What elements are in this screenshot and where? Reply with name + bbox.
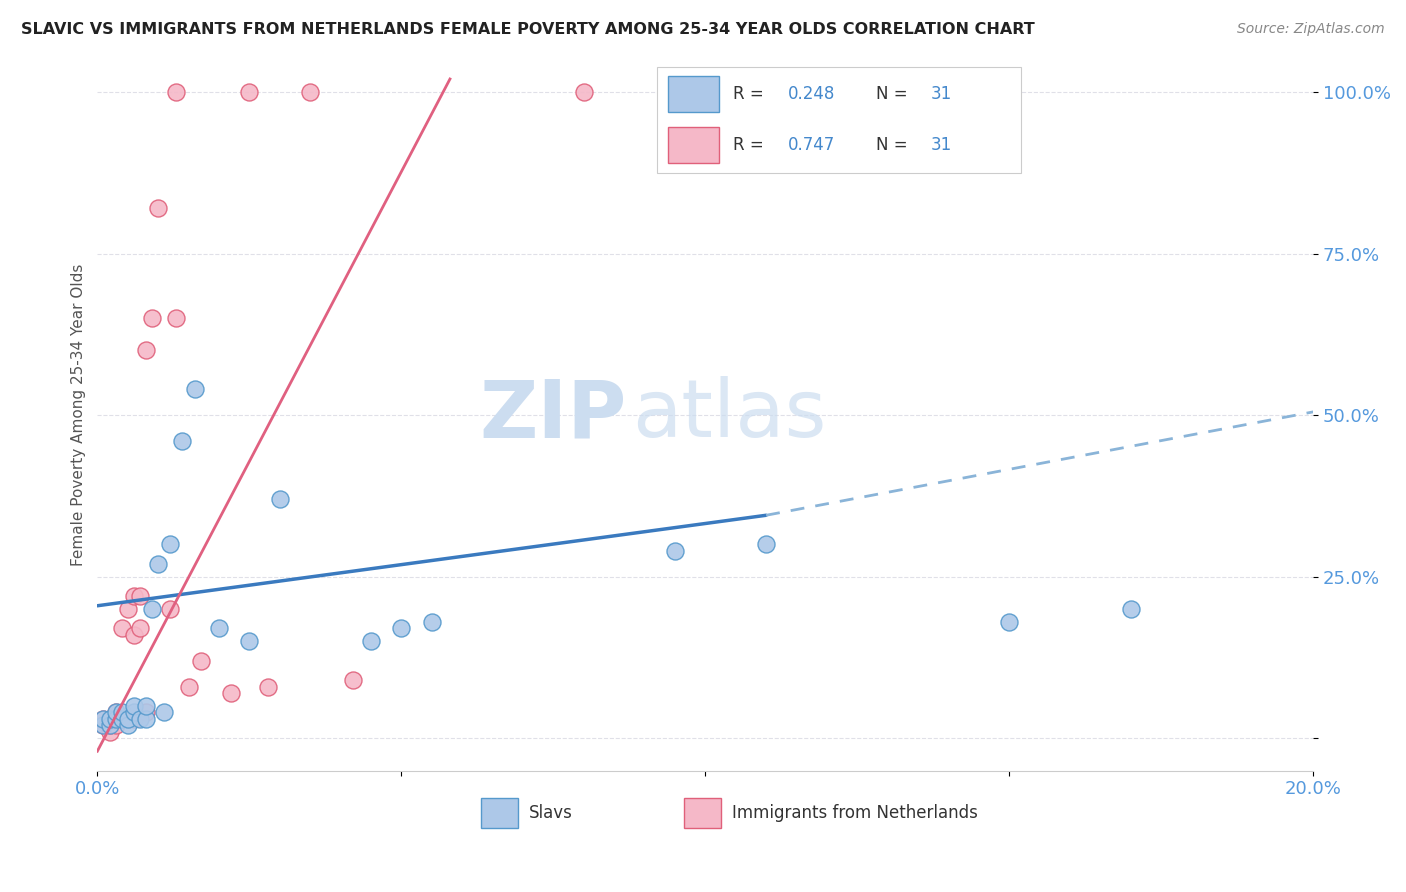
Point xyxy=(122,698,145,713)
Point xyxy=(238,634,260,648)
Point xyxy=(129,589,152,603)
Point xyxy=(141,311,163,326)
Point xyxy=(104,706,127,720)
Point xyxy=(256,680,278,694)
Point xyxy=(998,615,1021,629)
Point xyxy=(360,634,382,648)
Point xyxy=(98,712,121,726)
Point xyxy=(135,698,157,713)
Point xyxy=(104,718,127,732)
Point xyxy=(122,712,145,726)
Point xyxy=(111,621,134,635)
Point xyxy=(111,712,134,726)
Point xyxy=(342,673,364,687)
Point xyxy=(98,724,121,739)
Point xyxy=(98,718,121,732)
Point xyxy=(177,680,200,694)
Text: Source: ZipAtlas.com: Source: ZipAtlas.com xyxy=(1237,22,1385,37)
Point xyxy=(111,712,134,726)
Point xyxy=(172,434,194,448)
Point xyxy=(165,85,187,99)
Point xyxy=(104,712,127,726)
Point xyxy=(153,706,176,720)
Point xyxy=(420,615,443,629)
Point xyxy=(93,718,115,732)
Point xyxy=(129,712,152,726)
Point xyxy=(146,557,169,571)
Point xyxy=(117,712,139,726)
Point xyxy=(165,311,187,326)
Point xyxy=(389,621,412,635)
Point xyxy=(755,537,778,551)
Point xyxy=(135,712,157,726)
Point xyxy=(1119,602,1142,616)
Point xyxy=(104,712,127,726)
Point xyxy=(117,718,139,732)
Point xyxy=(664,544,686,558)
Point xyxy=(219,686,242,700)
Text: atlas: atlas xyxy=(633,376,827,454)
Point xyxy=(93,718,115,732)
Point xyxy=(183,382,205,396)
Point xyxy=(122,628,145,642)
Text: SLAVIC VS IMMIGRANTS FROM NETHERLANDS FEMALE POVERTY AMONG 25-34 YEAR OLDS CORRE: SLAVIC VS IMMIGRANTS FROM NETHERLANDS FE… xyxy=(21,22,1035,37)
Point xyxy=(93,712,115,726)
Point xyxy=(141,602,163,616)
Point xyxy=(159,537,181,551)
Point xyxy=(111,706,134,720)
Text: ZIP: ZIP xyxy=(479,376,626,454)
Point xyxy=(135,706,157,720)
Point xyxy=(269,492,291,507)
Point xyxy=(208,621,231,635)
Point xyxy=(572,85,595,99)
Point xyxy=(159,602,181,616)
Point xyxy=(238,85,260,99)
Point xyxy=(122,706,145,720)
Point xyxy=(104,706,127,720)
Y-axis label: Female Poverty Among 25-34 Year Olds: Female Poverty Among 25-34 Year Olds xyxy=(72,264,86,566)
Point xyxy=(190,654,212,668)
Point xyxy=(93,712,115,726)
Point xyxy=(129,621,152,635)
Point xyxy=(146,201,169,215)
Point xyxy=(98,718,121,732)
Point xyxy=(117,602,139,616)
Point xyxy=(122,589,145,603)
Point xyxy=(135,343,157,358)
Point xyxy=(117,712,139,726)
Point xyxy=(299,85,322,99)
